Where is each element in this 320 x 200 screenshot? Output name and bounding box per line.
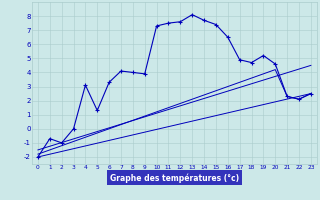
X-axis label: Graphe des températures (°c): Graphe des températures (°c) — [110, 173, 239, 183]
